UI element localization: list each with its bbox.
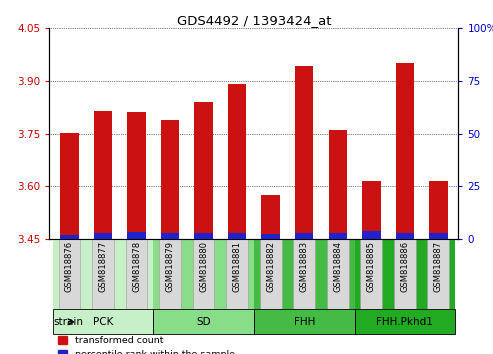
Bar bbox=[153, 239, 254, 309]
Bar bbox=[254, 239, 354, 309]
Bar bbox=[161, 120, 179, 239]
Bar bbox=[254, 309, 354, 334]
Bar bbox=[293, 239, 315, 309]
Text: GSM818876: GSM818876 bbox=[65, 241, 74, 292]
Text: FHH.Pkhd1: FHH.Pkhd1 bbox=[376, 317, 433, 327]
Bar bbox=[228, 233, 246, 239]
Bar bbox=[53, 239, 153, 309]
Bar bbox=[161, 233, 179, 239]
Bar bbox=[354, 239, 455, 309]
Bar bbox=[295, 66, 314, 239]
Bar bbox=[260, 239, 282, 309]
Text: FHH: FHH bbox=[293, 317, 315, 327]
Bar bbox=[126, 239, 147, 309]
Text: GSM818883: GSM818883 bbox=[300, 241, 309, 292]
Text: GSM818881: GSM818881 bbox=[233, 241, 242, 292]
Bar bbox=[228, 84, 246, 239]
Bar bbox=[360, 239, 382, 309]
Bar bbox=[60, 133, 79, 239]
Bar bbox=[394, 239, 416, 309]
Text: SD: SD bbox=[196, 317, 211, 327]
Text: GSM818880: GSM818880 bbox=[199, 241, 208, 292]
Bar bbox=[159, 239, 181, 309]
Bar bbox=[94, 111, 112, 239]
Bar bbox=[226, 239, 248, 309]
Legend: transformed count, percentile rank within the sample: transformed count, percentile rank withi… bbox=[54, 332, 239, 354]
Text: GSM818884: GSM818884 bbox=[333, 241, 342, 292]
Bar bbox=[362, 232, 381, 239]
Bar bbox=[193, 239, 214, 309]
Bar bbox=[327, 239, 349, 309]
Bar bbox=[328, 130, 347, 239]
Bar bbox=[94, 233, 112, 239]
Bar bbox=[194, 233, 213, 239]
Bar bbox=[354, 309, 455, 334]
Bar bbox=[328, 233, 347, 239]
Bar bbox=[261, 234, 280, 239]
Bar bbox=[362, 181, 381, 239]
Bar bbox=[395, 63, 414, 239]
Bar bbox=[429, 233, 448, 239]
Bar bbox=[194, 102, 213, 239]
Title: GDS4492 / 1393424_at: GDS4492 / 1393424_at bbox=[176, 14, 331, 27]
Bar bbox=[261, 195, 280, 239]
Bar bbox=[395, 233, 414, 239]
Bar bbox=[127, 232, 146, 239]
Bar bbox=[295, 233, 314, 239]
Text: GSM818878: GSM818878 bbox=[132, 241, 141, 292]
Bar bbox=[427, 239, 449, 309]
Bar bbox=[127, 112, 146, 239]
Text: GSM818886: GSM818886 bbox=[400, 241, 409, 292]
Bar bbox=[60, 235, 79, 239]
Bar bbox=[92, 239, 114, 309]
Text: strain: strain bbox=[53, 317, 83, 327]
Text: PCK: PCK bbox=[93, 317, 113, 327]
Text: GSM818877: GSM818877 bbox=[99, 241, 107, 292]
Bar bbox=[59, 239, 80, 309]
Text: GSM818887: GSM818887 bbox=[434, 241, 443, 292]
Text: GSM818885: GSM818885 bbox=[367, 241, 376, 292]
Bar bbox=[429, 181, 448, 239]
Text: GSM818882: GSM818882 bbox=[266, 241, 275, 292]
Bar bbox=[53, 309, 153, 334]
Bar bbox=[153, 309, 254, 334]
Text: GSM818879: GSM818879 bbox=[166, 241, 175, 292]
